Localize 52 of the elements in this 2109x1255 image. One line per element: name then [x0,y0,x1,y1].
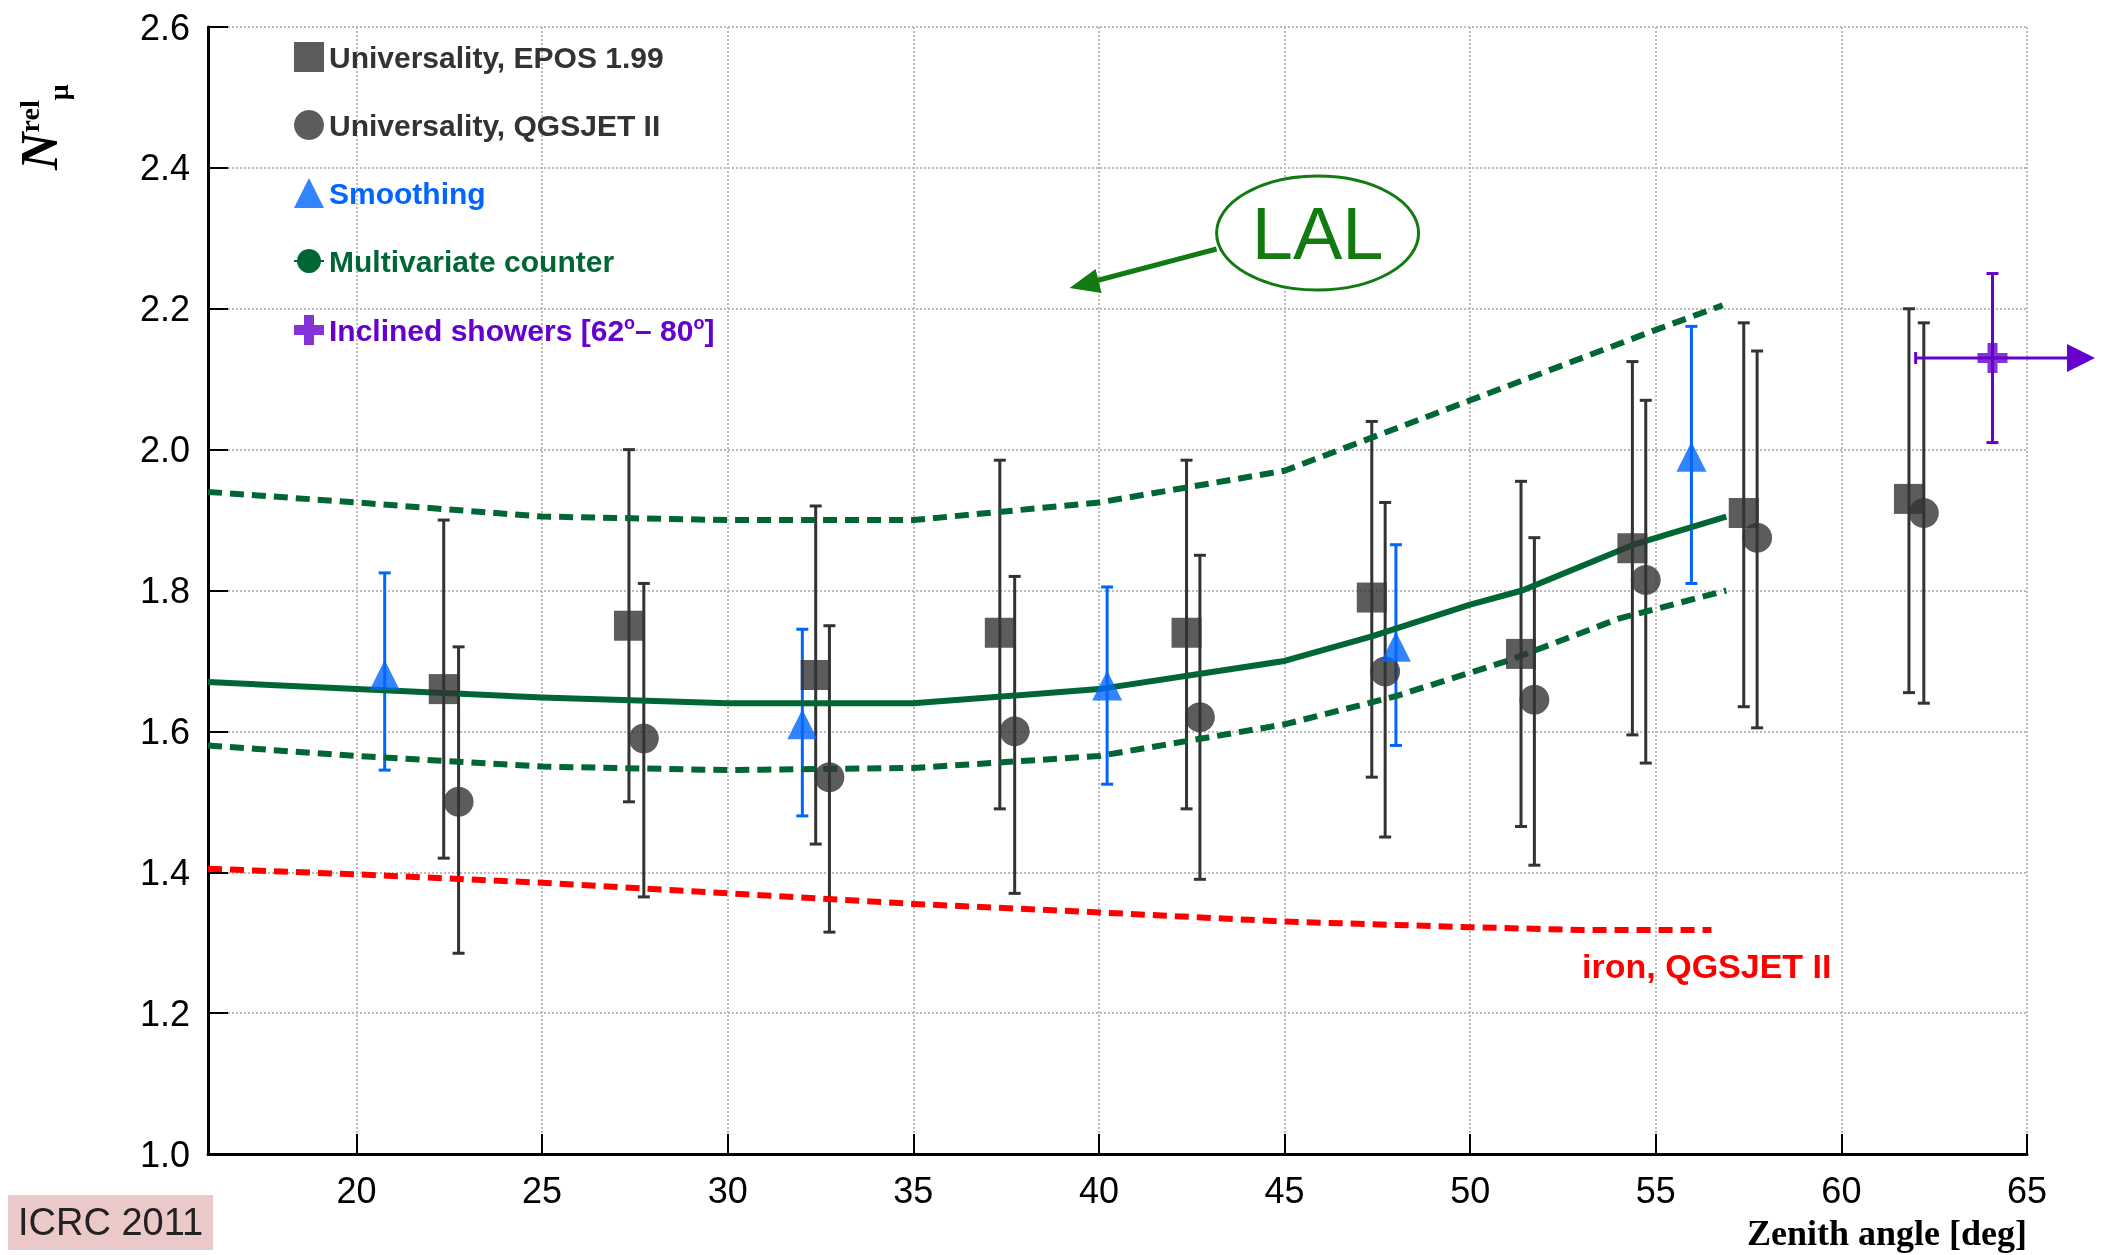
point [800,660,831,691]
text: ICRC 2011 [8,1195,214,1250]
x-tick-label: 45 [1264,1169,1305,1211]
x-tick-label: 50 [1450,1169,1491,1211]
point [1092,670,1123,701]
point [999,716,1030,747]
x-tick-label: 40 [1078,1169,1119,1211]
y-tick-label: 1.0 [139,1133,190,1175]
legend-label: Universality, QGSJET II [329,108,661,142]
point [984,617,1015,648]
point [1630,564,1661,595]
point [814,762,845,793]
point [613,610,644,641]
series-label: iron, QGSJET II [1582,947,1832,986]
y-tick-label: 1.8 [139,570,190,611]
x-tick-label: 35 [893,1169,934,1211]
point [1977,343,2008,374]
y-tick-label: 2.4 [139,147,190,189]
point [1184,702,1215,733]
point [369,660,400,691]
legend-label: Smoothing [329,176,486,210]
annotation: LAL [1251,192,1384,275]
y-tick-label: 1.6 [139,710,190,752]
point [1676,441,1707,472]
y-tick-label: 1.2 [139,992,190,1034]
x-tick-label: 25 [522,1169,563,1211]
point [1742,522,1773,553]
point [1908,498,1939,529]
y-tick-label: 2.2 [139,288,190,330]
y-tick-label: 2.6 [139,6,190,48]
point [428,674,459,705]
legend-label: Universality, EPOS 1.99 [329,40,664,74]
point [1380,631,1411,662]
point [1617,533,1648,564]
point [1370,656,1401,687]
x-axis-title: Zenith angle [deg] [1746,1212,2027,1254]
y-tick-label: 2.0 [139,429,190,471]
point [1356,582,1387,613]
point [1728,498,1759,529]
point [1506,638,1537,669]
x-tick-label: 65 [2006,1169,2048,1211]
x-tick-label: 30 [707,1169,748,1211]
point [628,723,659,754]
x-tick-label: 20 [336,1169,377,1211]
x-tick-label: 55 [1635,1169,1676,1211]
point [443,786,474,817]
legend-label: Multivariate counter [329,244,615,278]
x-tick-label: 60 [1821,1169,1862,1211]
y-tick-label: 1.4 [139,851,190,893]
point [1519,684,1550,715]
point [1171,617,1202,648]
point [787,709,818,740]
